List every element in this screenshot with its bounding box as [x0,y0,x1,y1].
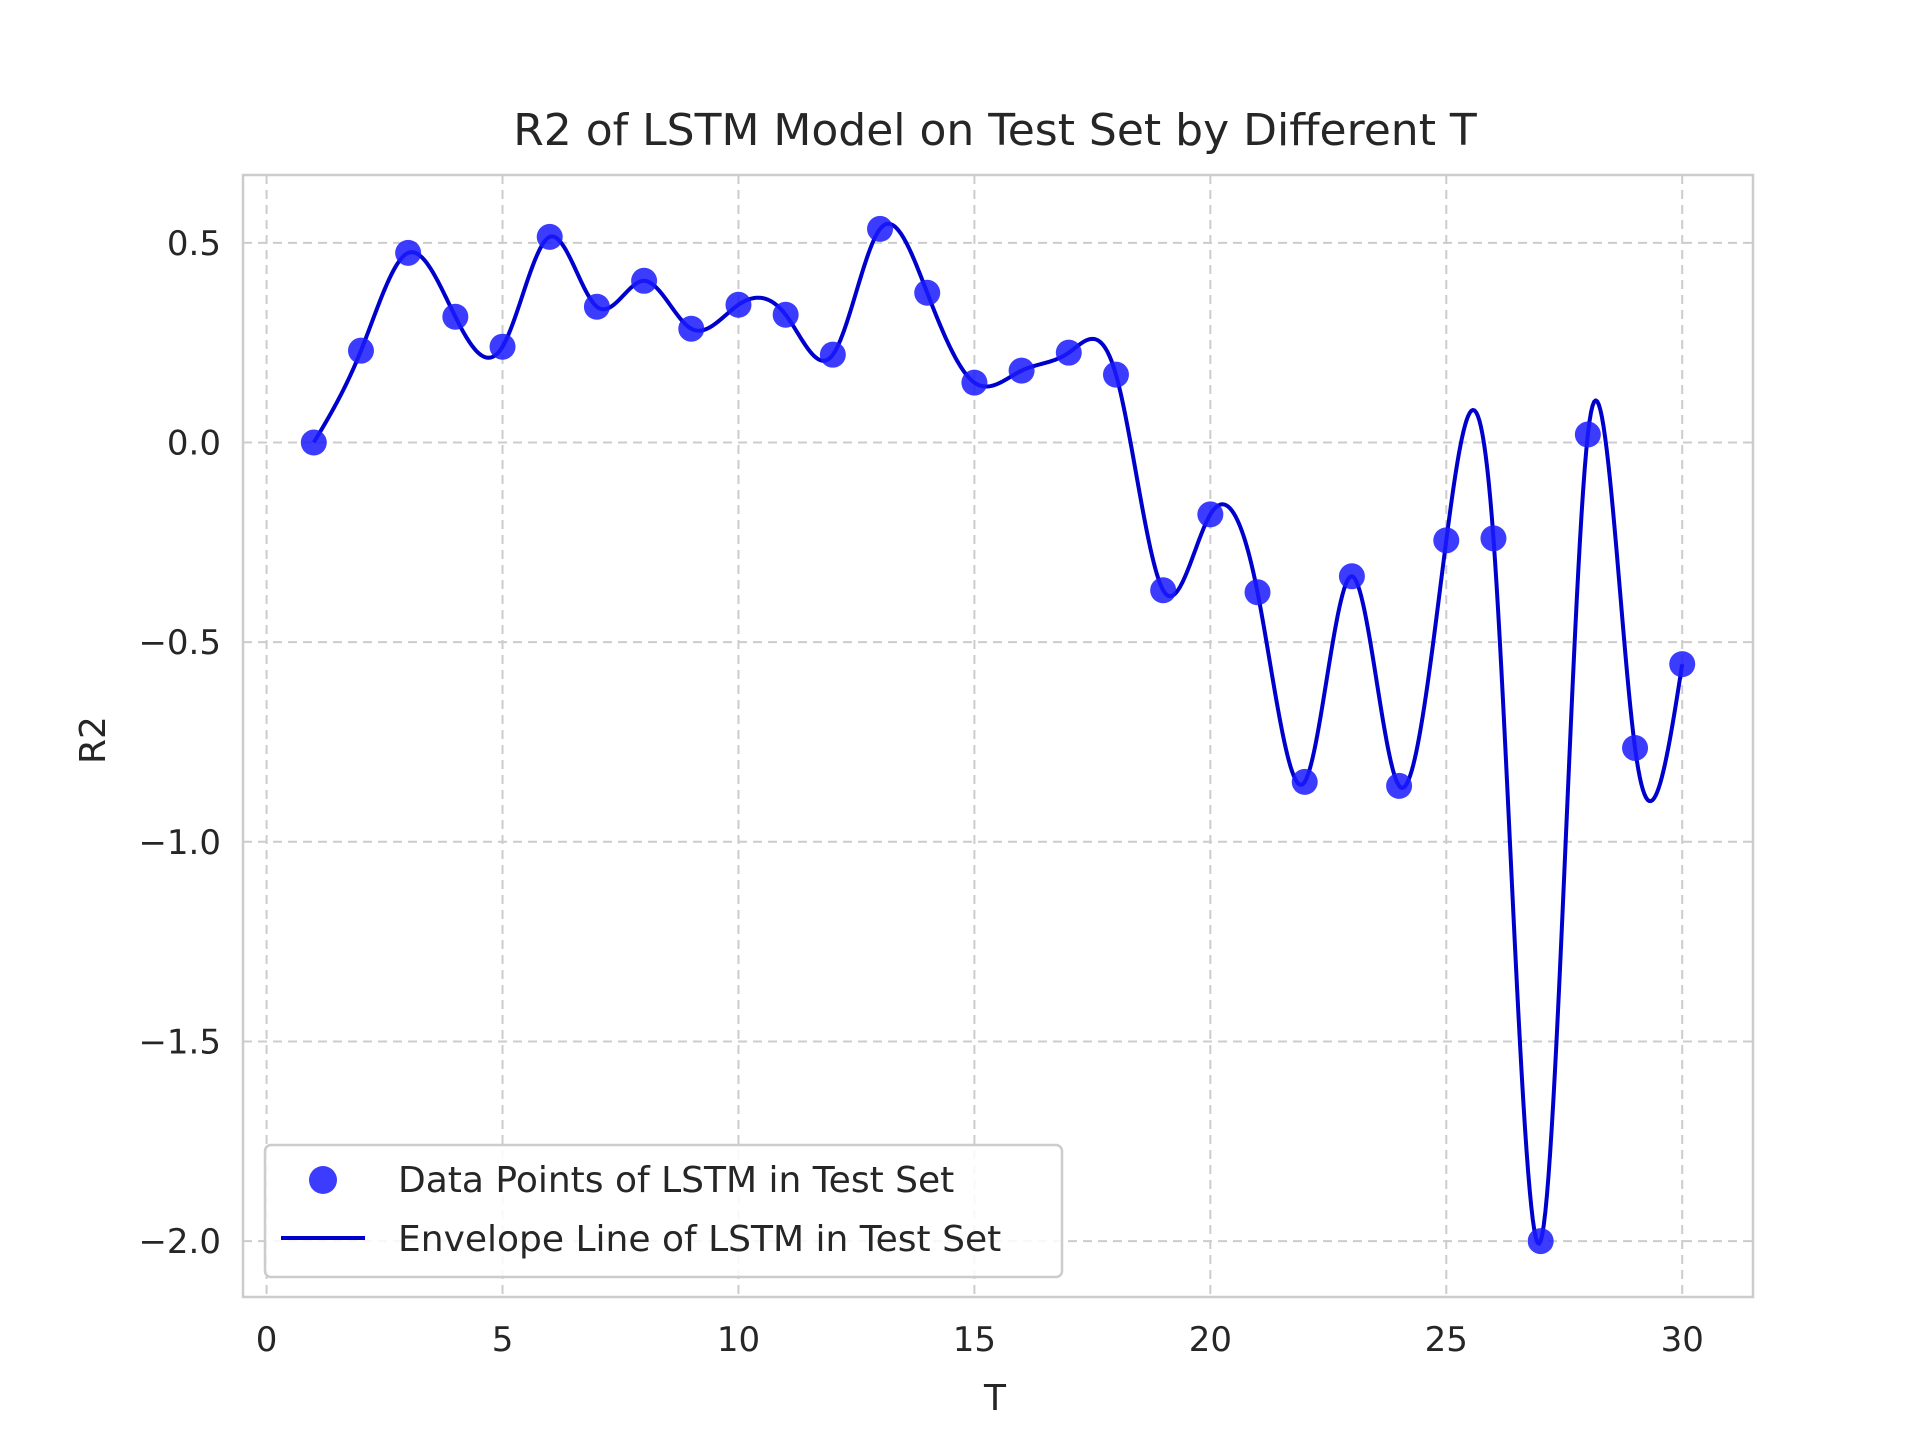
data-point [1480,525,1507,552]
data-point [1669,651,1696,678]
x-tick-label: 30 [1661,1320,1704,1360]
data-point [1150,577,1177,604]
x-tick-label: 10 [717,1320,760,1360]
data-point [772,301,799,328]
chart-title: R2 of LSTM Model on Test Set by Differen… [513,105,1477,156]
data-point [1622,734,1649,761]
data-point [1291,768,1318,795]
legend-box [263,1143,1064,1279]
tick-labels: 0 5 10 15 20 25 30 0.5 0.0 −0.5 −1.0 −1.5 −2.0 [138,224,1703,1360]
data-point [1197,501,1224,528]
data-point [867,215,894,242]
data-point [914,279,941,306]
data-point [489,333,516,360]
x-axis-label: T [983,1378,1007,1419]
y-tick-label: 0.5 [167,224,221,264]
data-point [1433,527,1460,554]
data-point [631,267,658,294]
x-tick-label: 20 [1189,1320,1232,1360]
data-point [1102,361,1129,388]
x-tick-label: 15 [953,1320,996,1360]
x-tick-label: 5 [492,1320,514,1360]
y-axis-label: R2 [73,716,114,764]
legend-label-line: Envelope Line of LSTM in Test Set [398,1219,1001,1260]
data-point [583,293,610,320]
data-point [1338,563,1365,590]
data-point [1574,421,1601,448]
data-point [1386,772,1413,799]
data-point [1055,339,1082,366]
y-tick-label: 0.0 [167,424,221,464]
x-tick-label: 0 [256,1320,278,1360]
data-point [536,223,563,250]
plot-area [300,215,1696,1255]
data-point [1244,579,1271,606]
data-point [442,303,469,330]
data-point [395,239,422,266]
data-point [1527,1228,1554,1255]
data-point [725,291,752,318]
data-point [961,369,988,396]
y-tick-label: −1.5 [138,1022,221,1062]
data-point [819,341,846,368]
y-tick-label: −2.0 [138,1222,221,1262]
legend: Data Points of LSTM in Test Set Envelope… [263,1143,1064,1279]
legend-marker-scatter [309,1166,337,1194]
x-tick-label: 25 [1425,1320,1468,1360]
data-point [678,315,705,342]
data-point [300,429,327,456]
y-tick-label: −1.0 [138,823,221,863]
data-point [1008,357,1035,384]
plot-frame [241,173,1755,1299]
legend-label-scatter: Data Points of LSTM in Test Set [398,1160,954,1201]
data-point [347,337,374,364]
y-tick-label: −0.5 [138,623,221,663]
